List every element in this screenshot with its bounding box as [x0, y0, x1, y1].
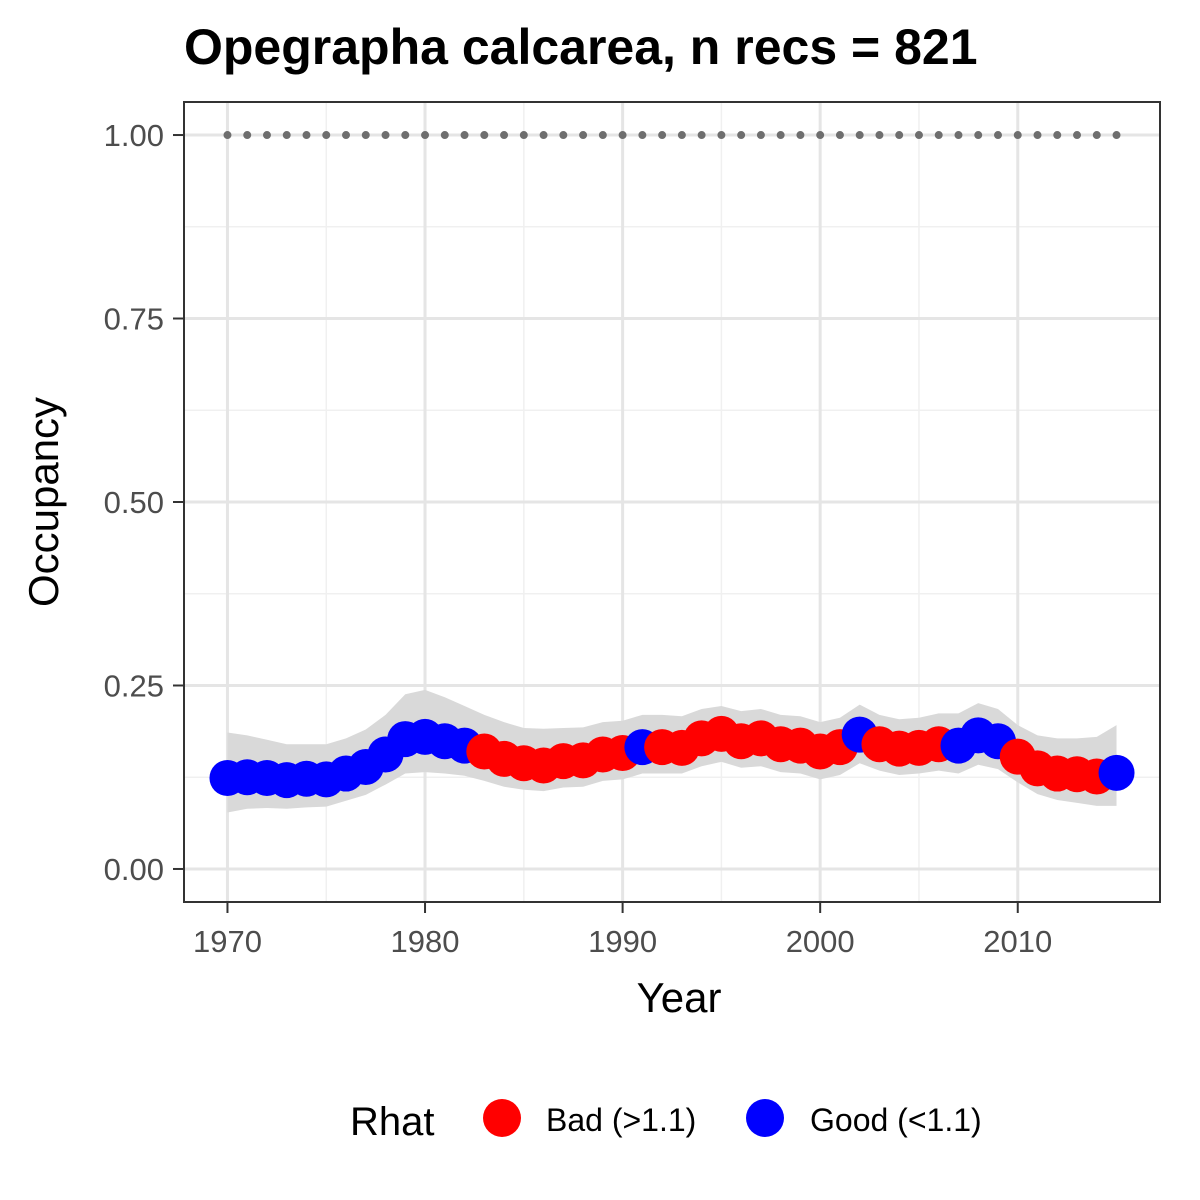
chart-title: Opegrapha calcarea, n recs = 821: [184, 19, 978, 75]
reference-dot: [954, 131, 963, 140]
legend-swatch-bad: [483, 1099, 521, 1137]
reference-dot: [480, 131, 489, 140]
reference-dot: [974, 131, 983, 140]
reference-dot: [756, 131, 765, 140]
data-point-2015: [1098, 754, 1135, 791]
reference-dot: [895, 131, 904, 140]
reference-dot: [401, 131, 410, 140]
reference-dot: [342, 131, 351, 140]
reference-dot: [559, 131, 568, 140]
reference-dot: [1073, 131, 1082, 140]
occupancy-points: [209, 715, 1135, 799]
legend-title: Rhat: [350, 1100, 435, 1144]
y-axis: 0.00 0.25 0.50 0.75 1.00: [104, 118, 184, 887]
y-tick-label: 1.00: [104, 118, 164, 153]
reference-dot: [796, 131, 805, 140]
plot-panel: [183, 101, 1161, 903]
y-tick-label: 0.50: [104, 485, 164, 520]
reference-dot: [855, 131, 864, 140]
reference-line-dotted: [223, 131, 1121, 140]
reference-dot: [717, 131, 726, 140]
reference-dot: [993, 131, 1002, 140]
legend: Rhat Bad (>1.1) Good (<1.1): [350, 1099, 982, 1144]
y-axis-title: Occupancy: [20, 397, 67, 607]
reference-dot: [539, 131, 548, 140]
reference-dot: [677, 131, 686, 140]
reference-dot: [598, 131, 607, 140]
reference-dot: [816, 131, 825, 140]
reference-dot: [835, 131, 844, 140]
x-tick-label: 1980: [391, 924, 460, 959]
reference-dot: [618, 131, 627, 140]
reference-dot: [875, 131, 884, 140]
legend-swatch-good: [746, 1099, 784, 1137]
reference-dot: [262, 131, 271, 140]
reference-dot: [282, 131, 291, 140]
y-tick-label: 0.75: [104, 302, 164, 337]
y-tick-label: 0.25: [104, 668, 164, 703]
x-tick-label: 1970: [193, 924, 262, 959]
reference-dot: [1112, 131, 1121, 140]
reference-dot: [1033, 131, 1042, 140]
reference-dot: [322, 131, 331, 140]
reference-dot: [500, 131, 509, 140]
reference-dot: [440, 131, 449, 140]
reference-dot: [638, 131, 647, 140]
reference-dot: [914, 131, 923, 140]
reference-dot: [776, 131, 785, 140]
reference-dot: [579, 131, 588, 140]
reference-dot: [658, 131, 667, 140]
reference-dot: [1013, 131, 1022, 140]
x-tick-label: 2000: [786, 924, 855, 959]
legend-label-bad: Bad (>1.1): [546, 1102, 696, 1138]
x-tick-label: 1990: [588, 924, 657, 959]
reference-dot: [519, 131, 528, 140]
reference-dot: [460, 131, 469, 140]
x-tick-label: 2010: [983, 924, 1052, 959]
reference-dot: [1092, 131, 1101, 140]
x-axis: 1970 1980 1990 2000 2010: [193, 902, 1052, 959]
reference-dot: [1053, 131, 1062, 140]
reference-dot: [421, 131, 430, 140]
reference-dot: [302, 131, 311, 140]
reference-dot: [243, 131, 252, 140]
reference-dot: [697, 131, 706, 140]
x-axis-title: Year: [637, 974, 722, 1021]
legend-label-good: Good (<1.1): [810, 1102, 982, 1138]
reference-dot: [934, 131, 943, 140]
reference-dot: [737, 131, 746, 140]
reference-dot: [361, 131, 370, 140]
reference-dot: [223, 131, 232, 140]
reference-dot: [381, 131, 390, 140]
y-tick-label: 0.00: [104, 852, 164, 887]
